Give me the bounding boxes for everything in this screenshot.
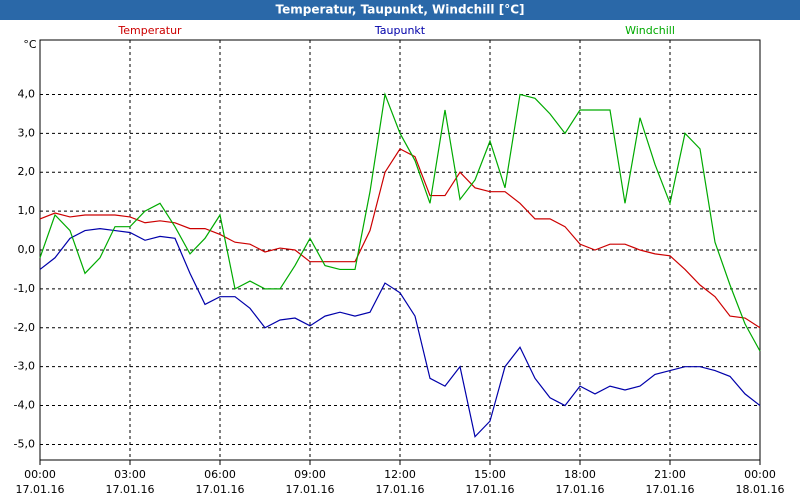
- series-line: [39, 228, 761, 438]
- x-tick-date: 17.01.16: [196, 483, 245, 496]
- legend-entry: Taupunkt: [374, 24, 426, 37]
- series-line: [39, 92, 761, 352]
- x-tick-label: 03:00: [114, 468, 146, 481]
- x-tick-date: 17.01.16: [646, 483, 695, 496]
- x-tick-label: 21:00: [654, 468, 686, 481]
- x-tick-date: 17.01.16: [556, 483, 605, 496]
- x-tick-date: 17.01.16: [466, 483, 515, 496]
- x-tick-label: 12:00: [384, 468, 416, 481]
- x-tick-label: 15:00: [474, 468, 506, 481]
- y-unit: °C: [23, 38, 37, 51]
- y-tick-label: -5,0: [14, 437, 35, 450]
- y-tick-label: 0,0: [18, 243, 36, 256]
- x-tick-date: 18.01.16: [736, 483, 785, 496]
- legend-entry: Temperatur: [117, 24, 182, 37]
- y-tick-label: 3,0: [18, 126, 36, 139]
- title-bar: [0, 0, 800, 20]
- x-tick-date: 17.01.16: [106, 483, 155, 496]
- chart-title: Temperatur, Taupunkt, Windchill [°C]: [276, 3, 525, 17]
- y-tick-label: 1,0: [18, 204, 36, 217]
- x-tick-date: 17.01.16: [286, 483, 335, 496]
- x-tick-date: 17.01.16: [376, 483, 425, 496]
- y-tick-label: -4,0: [14, 399, 35, 412]
- x-tick-label: 00:00: [24, 468, 56, 481]
- legend-entry: Windchill: [625, 24, 675, 37]
- x-tick-label: 09:00: [294, 468, 326, 481]
- y-tick-label: -1,0: [14, 282, 35, 295]
- y-tick-label: 4,0: [18, 87, 36, 100]
- y-tick-label: 2,0: [18, 165, 36, 178]
- x-tick-label: 00:00: [744, 468, 776, 481]
- x-tick-label: 06:00: [204, 468, 236, 481]
- y-tick-label: -2,0: [14, 321, 35, 334]
- x-tick-date: 17.01.16: [16, 483, 65, 496]
- x-tick-label: 18:00: [564, 468, 596, 481]
- y-tick-label: -3,0: [14, 360, 35, 373]
- series-line: [39, 148, 761, 329]
